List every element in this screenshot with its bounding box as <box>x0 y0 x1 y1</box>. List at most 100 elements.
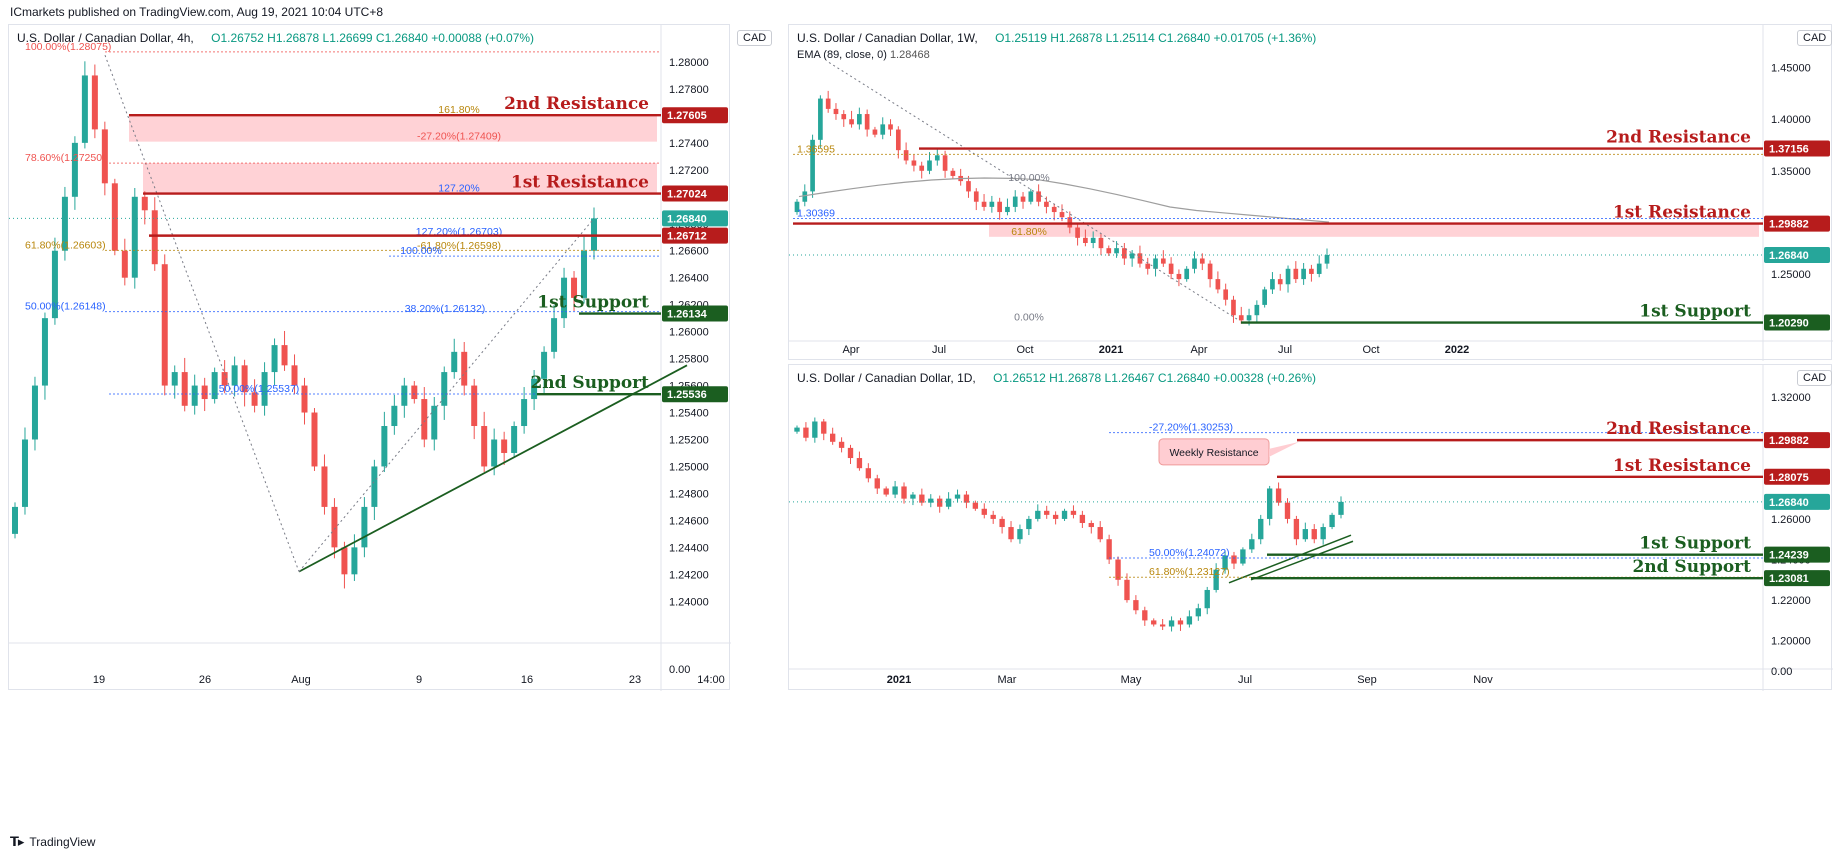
chart-panel-4h[interactable]: 1.280001.278001.276001.274001.272001.270… <box>8 24 773 691</box>
ema-value: 1.28468 <box>889 49 930 61</box>
candle <box>1124 573 1130 603</box>
candle <box>1036 184 1041 207</box>
y-tick-label: 1.25800 <box>669 354 709 366</box>
resistance-zone-1 <box>143 163 657 194</box>
candle <box>910 492 916 506</box>
candle-body <box>1008 527 1014 540</box>
candle <box>927 152 932 175</box>
candle <box>1309 264 1314 282</box>
y-tick-label: 1.27800 <box>669 84 709 96</box>
candle-body <box>1223 289 1229 300</box>
level-name: 2nd Resistance <box>504 94 649 114</box>
candle-body <box>1240 549 1246 564</box>
volume-tick-label: 0.00 <box>669 664 690 676</box>
candle <box>989 195 995 213</box>
candle-body <box>856 458 863 469</box>
candle <box>1122 242 1127 265</box>
candle <box>41 312 48 400</box>
level-name: 1st Support <box>1639 534 1751 554</box>
candle <box>945 492 952 510</box>
fib-level-label: 127.20% <box>438 183 479 195</box>
candle-body <box>61 196 68 251</box>
candle-body <box>849 119 854 125</box>
price-tag-label: 1.37156 <box>1769 144 1809 156</box>
candle <box>261 362 268 416</box>
y-tick-label: 1.25000 <box>669 461 709 473</box>
candle-body <box>1061 510 1068 519</box>
candle-body <box>927 160 932 171</box>
chart-panel-daily[interactable]: 1.320001.300001.280001.260001.240001.220… <box>788 364 1833 691</box>
chart-4h-canvas[interactable]: 1.280001.278001.276001.274001.272001.270… <box>9 25 731 691</box>
currency-button-daily[interactable]: CAD <box>1797 370 1833 386</box>
volume-tick-label: 0.00 <box>1771 666 1792 678</box>
candle <box>973 188 979 211</box>
candle <box>1301 262 1306 285</box>
candle <box>281 330 288 371</box>
candle-body <box>131 196 138 278</box>
candle <box>521 387 528 434</box>
candle-body <box>1052 514 1059 519</box>
candle-body <box>151 210 158 265</box>
resistance-zone-weekly <box>989 223 1759 237</box>
candle <box>1026 515 1032 536</box>
currency-button-4h[interactable]: CAD <box>737 30 773 46</box>
candle-body <box>1311 529 1317 540</box>
candle-body <box>281 345 288 366</box>
level-name: 1st Resistance <box>1613 203 1751 223</box>
tradingview-logo-icon: 𝗧▸ <box>10 834 24 849</box>
candle-body <box>221 372 228 386</box>
candle-body <box>1137 253 1143 264</box>
candle-body <box>161 264 168 386</box>
candle <box>1151 618 1157 627</box>
currency-button-weekly[interactable]: CAD <box>1797 30 1833 46</box>
candle <box>872 126 878 138</box>
y-tick-label: 1.40000 <box>1771 114 1811 126</box>
candle-body <box>211 372 218 400</box>
candle <box>911 154 917 172</box>
chart-panel-weekly[interactable]: 1.450001.400001.350001.300001.250001.200… <box>788 24 1833 361</box>
candle-body <box>895 129 901 151</box>
candle-body <box>381 426 388 467</box>
candle <box>161 254 168 396</box>
tradingview-footer[interactable]: 𝗧▸ TradingView <box>10 834 95 850</box>
candle <box>381 411 388 473</box>
candle-body <box>825 98 831 109</box>
candle-body <box>1238 315 1244 321</box>
candle-body <box>1316 263 1322 274</box>
candle-body <box>810 139 815 192</box>
candle <box>997 197 1002 220</box>
x-tick-label: 9 <box>416 674 422 686</box>
candle-body <box>803 427 809 438</box>
fib-level-label: 1.30369 <box>797 208 835 220</box>
candle <box>803 422 809 442</box>
y-tick-label: 1.26000 <box>669 327 709 339</box>
candle-body <box>301 385 308 413</box>
candle-body <box>1254 304 1260 316</box>
candle-body <box>1277 279 1283 285</box>
candle <box>1044 505 1050 519</box>
candle-body <box>1184 268 1190 280</box>
candle <box>1090 231 1096 249</box>
candle <box>981 503 987 519</box>
candle-body <box>1145 263 1151 269</box>
candle-body <box>883 488 889 495</box>
candle <box>201 377 208 412</box>
chart-4h-symbol: U.S. Dollar / Canadian Dollar, 4h, <box>17 31 194 45</box>
candle-body <box>1122 248 1127 259</box>
candle-body <box>121 250 128 278</box>
candle-body <box>1266 488 1273 519</box>
candle-body <box>1301 268 1306 280</box>
level-name: 1st Support <box>537 293 649 313</box>
ema-indicator-label: EMA (89, close, 0) 1.28468 <box>797 49 930 61</box>
chart-weekly-canvas[interactable]: 1.450001.400001.350001.300001.250001.200… <box>789 25 1833 361</box>
candle <box>1008 521 1014 543</box>
candle-body <box>919 494 925 503</box>
chart-daily-canvas[interactable]: 1.320001.300001.280001.260001.240001.220… <box>789 365 1833 691</box>
candle <box>411 381 418 404</box>
candle <box>1153 254 1158 277</box>
candle <box>1017 524 1023 544</box>
candle <box>561 267 568 329</box>
candle <box>1240 547 1246 566</box>
candle <box>251 379 258 413</box>
candle <box>341 541 348 589</box>
